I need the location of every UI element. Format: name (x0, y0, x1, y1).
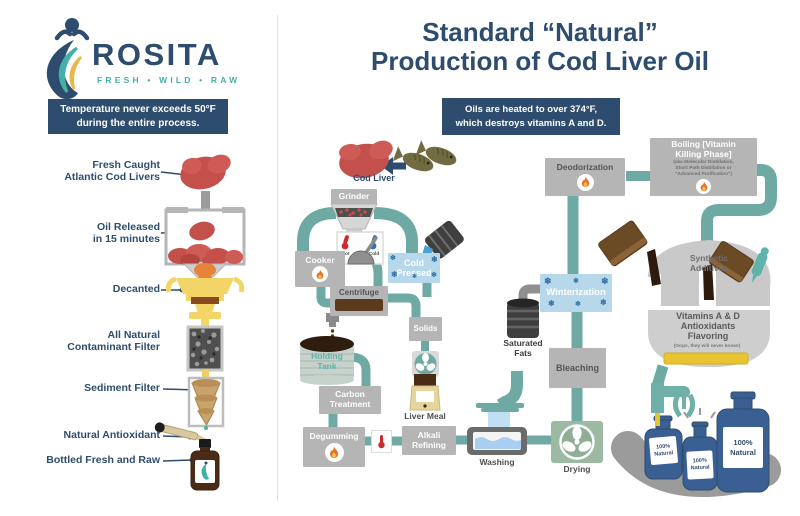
snowflake-icon: ❄ (390, 255, 396, 262)
node-centrifuge: Centrifuge (330, 286, 388, 316)
bottle-label-medium: 100% Natural (686, 450, 714, 480)
carbon-treatment-label: Carbon Treatment (329, 389, 371, 409)
node-degumming: Degumming (303, 427, 365, 467)
flame-icon (324, 442, 344, 462)
snowflake-icon: ❄ (544, 276, 552, 286)
centrifuge-drum (335, 299, 383, 311)
washing-machine (467, 427, 527, 455)
snowflake-icon: ❄ (548, 299, 555, 308)
snowflake-icon: ❄ (601, 276, 609, 286)
washing-inlet (476, 403, 524, 431)
snowflake-icon: ❄ (600, 298, 607, 307)
node-boiling: Boiling [Vitamin Killing Phase] (aka Mol… (650, 138, 757, 196)
step-label-oil-released: Oil Released in 15 minutes (92, 221, 160, 246)
node-bleaching: Bleaching (549, 348, 606, 388)
deodorization-label: Deodorization (556, 162, 614, 173)
flame-icon (696, 179, 711, 195)
node-cooker: Cooker (295, 251, 345, 287)
snowflake-icon: ❄ (431, 272, 437, 279)
flame-icon (576, 173, 594, 191)
thermometer-gauge (371, 430, 392, 453)
node-alkali-refining: Alkali Refining (402, 426, 456, 455)
liver-meal-bag (409, 374, 441, 411)
degumming-label: Degumming (309, 431, 359, 442)
node-cold-pressed: Cold Pressed ❄ ❄ ❄ ❄ ❄ (388, 253, 440, 283)
label-hot: Hot (341, 252, 350, 257)
robot-claw-icon (651, 383, 696, 426)
saturated-fats-barrel (507, 284, 542, 338)
snowflake-icon: ❄ (431, 255, 438, 264)
bottle-label-small: 100% Natural (648, 435, 679, 466)
holding-tank-label: Holding Tank (311, 351, 343, 372)
panel-divider (277, 15, 278, 501)
winterization-label: Winterization (546, 286, 606, 298)
step-label-contaminant-filter: All Natural Contaminant Filter (67, 329, 160, 354)
oil-release-container (164, 207, 246, 267)
label-synthetic-additives: Synthetic Additives (689, 253, 729, 273)
node-solids: Solids (409, 317, 442, 341)
rosita-logo-icon (46, 18, 90, 100)
additive-jug-left (598, 220, 661, 286)
grinder-label: Grinder (338, 190, 370, 201)
label-saturated-fats: Saturated Fats (503, 338, 543, 358)
cooker-label: Cooker (305, 254, 335, 265)
alkali-refining-label: Alkali Refining (412, 429, 446, 450)
snowflake-icon: ❄ (412, 274, 418, 280)
additive-jug-right (703, 241, 754, 300)
brand-name: ROSITA (92, 37, 222, 72)
label-vitamins-sub: (Oops, they will never know!) (673, 344, 741, 349)
node-grinder: Grinder (331, 189, 377, 204)
label-liver-meal: Liver Meal (404, 411, 446, 421)
snowflake-icon: ❄ (391, 270, 398, 279)
cod-liver-illustration-left (180, 154, 231, 190)
label-drying: Drying (563, 464, 591, 474)
brand-tagline: FRESH • WILD • RAW (97, 75, 241, 85)
fan-unit-icon (412, 351, 439, 377)
dropper-illustration (154, 422, 208, 446)
bleaching-label: Bleaching (555, 362, 599, 373)
contaminant-filter-illustration (186, 325, 224, 379)
step-label-decanted: Decanted (112, 283, 160, 295)
step-label-natural-antioxidant: Natural Antioxidant (63, 429, 160, 441)
step-label-bottled-fresh-raw: Bottled Fresh and Raw (46, 454, 160, 466)
cold-pressed-label: Cold Pressed (396, 257, 432, 278)
centrifuge-label: Centrifuge (339, 288, 379, 297)
node-deodorization: Deodorization (545, 158, 625, 196)
boiling-label: Boiling [Vitamin Killing Phase] (671, 138, 736, 159)
flame-icon (312, 266, 328, 283)
left-banner: Temperature never exceeds 50°F during th… (48, 99, 228, 134)
step-label-fresh-caught: Fresh Caught Atlantic Cod Livers (64, 159, 160, 184)
holding-tank-illustration (300, 336, 354, 385)
snowflake-icon: ❄ (573, 278, 579, 285)
cod-liver-illustration-right (339, 140, 393, 179)
step-label-sediment-filter: Sediment Filter (84, 382, 160, 394)
label-vitamins-flavoring: Vitamins A & D Antioxidants Flavoring (676, 311, 740, 342)
label-cold: Cold (368, 252, 380, 257)
node-winterization: Winterization ❄ ❄ ❄ ❄ ❄ ❄ (540, 274, 612, 312)
flavoring-dropper-icon (751, 247, 769, 283)
decanter-illustration (165, 263, 245, 330)
boiling-sub-label: (aka Molecular Distillation, Short Path … (673, 160, 734, 178)
fish-icon (392, 140, 457, 172)
label-washing: Washing (479, 457, 515, 467)
drying-fan (551, 421, 603, 463)
rosita-bottle-illustration (190, 439, 220, 491)
thermometer-icon (378, 435, 385, 449)
solids-label: Solids (413, 324, 438, 334)
sediment-filter-illustration (187, 376, 225, 430)
left-arrow-icon (381, 157, 406, 175)
page-title: Standard “Natural” Production of Cod Liv… (371, 17, 709, 77)
bottle-label-large: 100% Natural (723, 427, 763, 468)
snowflake-icon: ❄ (575, 301, 581, 308)
label-cod-liver: Cod Liver (353, 173, 395, 183)
centrifuge-spout (326, 313, 339, 338)
grinder-funnel (330, 203, 378, 234)
node-carbon-treatment: Carbon Treatment (319, 386, 381, 414)
right-banner: Oils are heated to over 374°F, which des… (442, 98, 620, 135)
